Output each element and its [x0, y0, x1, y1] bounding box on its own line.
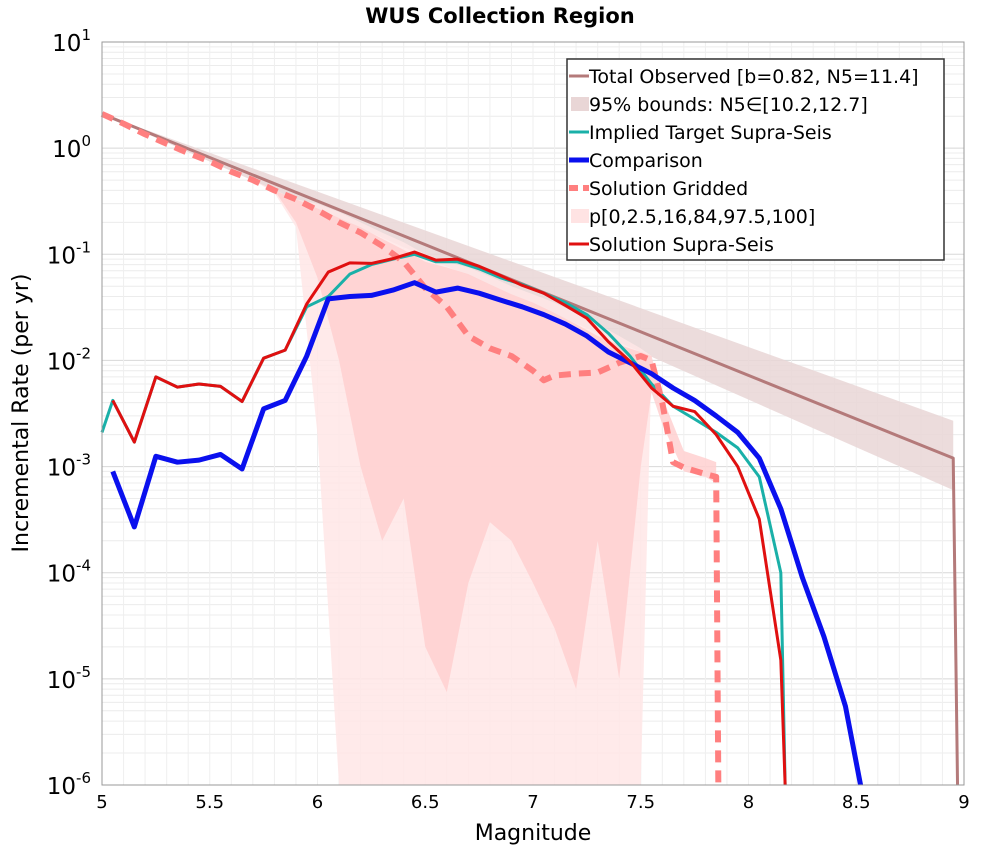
legend-label: 95% bounds: N5∈[10.2,12.7] [589, 94, 868, 116]
legend-label: p[0,2.5,16,84,97.5,100] [589, 206, 815, 228]
x-tick-label: 7 [527, 792, 538, 813]
y-axis-label: Incremental Rate (per yr) [9, 274, 34, 553]
x-tick-label: 8 [743, 792, 754, 813]
y-tick-label: 10-5 [47, 663, 91, 694]
series-comparison [110, 280, 864, 786]
x-axis-ticks: 5 5.5 6 6.5 7 7.5 8 8.5 9 [96, 792, 969, 813]
x-tick-label: 6 [312, 792, 323, 813]
legend-label: Solution Supra-Seis [589, 234, 774, 256]
chart-title: WUS Collection Region [365, 4, 635, 28]
series-solution_gridded [100, 111, 722, 786]
x-tick-label: 8.5 [842, 792, 871, 813]
x-tick-label: 9 [958, 792, 969, 813]
x-tick-label: 5.5 [195, 792, 224, 813]
x-tick-label: 6.5 [411, 792, 440, 813]
y-axis-ticks: 10-6 10-5 10-4 10-3 10-2 10-1 100 101 [47, 26, 91, 800]
y-tick-label: 10-1 [47, 238, 91, 269]
legend-label: Total Observed [b=0.82, N5=11.4] [588, 66, 919, 88]
band-p16_84 [274, 190, 717, 693]
legend-box [566, 58, 945, 261]
series-total_observed [101, 112, 960, 786]
y-tick-label: 10-6 [47, 769, 91, 800]
plot-frame [101, 41, 965, 786]
confidence-bands [102, 113, 954, 786]
y-tick-label: 10-4 [47, 557, 91, 588]
x-tick-label: 5 [96, 792, 107, 813]
x-axis-label: Magnitude [475, 821, 592, 846]
y-tick-label: 101 [52, 26, 91, 57]
legend-swatch [571, 209, 589, 223]
legend-label: Implied Target Supra-Seis [589, 122, 832, 144]
x-tick-label: 7.5 [626, 792, 655, 813]
y-tick-label: 100 [52, 132, 91, 163]
legend-swatch [571, 97, 589, 111]
legend: Total Observed [b=0.82, N5=11.4] 95% boun… [566, 58, 945, 261]
legend-label: Comparison [589, 150, 703, 172]
y-tick-label: 10-3 [47, 451, 91, 482]
data-lines [100, 111, 960, 786]
y-tick-label: 10-2 [47, 344, 91, 375]
legend-label: Solution Gridded [589, 178, 748, 200]
series-solution_supra [111, 250, 787, 786]
